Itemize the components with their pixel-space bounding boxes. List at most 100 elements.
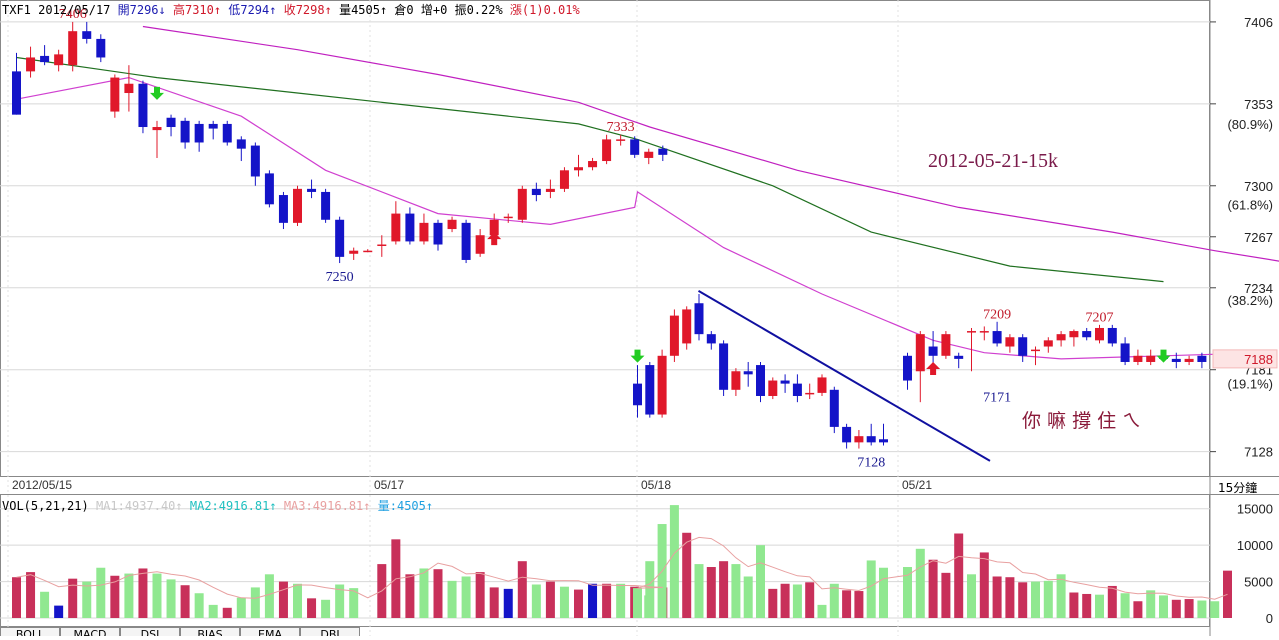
header-stat-8: 漲(1)0.01%: [509, 3, 580, 17]
volume-bar: [842, 590, 852, 618]
header-stat-6: 增+0: [420, 3, 455, 17]
price-tick-label: 7234: [1244, 281, 1273, 296]
volume-bar: [278, 581, 288, 618]
candle-body: [602, 139, 612, 162]
candle-body: [222, 123, 232, 143]
candle-body: [489, 219, 499, 236]
volume-bar: [124, 573, 134, 618]
candle-body: [335, 219, 345, 257]
candle-body: [447, 219, 457, 230]
volume-bar: [531, 584, 541, 618]
candle-body: [1107, 327, 1117, 344]
price-tick-label: 7267: [1244, 230, 1273, 245]
candle-body: [82, 31, 92, 39]
fib-level-label: (38.2%): [1227, 293, 1273, 308]
tab-ema[interactable]: EMA: [240, 627, 300, 636]
sell-signal-arrow: [1156, 349, 1171, 363]
candle-body: [180, 120, 190, 143]
period-label[interactable]: 15分鐘: [1218, 481, 1258, 495]
tab-bias[interactable]: BIAS: [180, 627, 240, 636]
symbol-label: TXF1: [2, 3, 31, 17]
volume-bar: [1171, 599, 1181, 618]
candle-body: [307, 188, 317, 192]
tab-dbi[interactable]: DBI: [300, 627, 360, 636]
candle-body: [669, 315, 679, 356]
sell-signal-arrow: [630, 349, 645, 363]
candle-body: [1171, 358, 1181, 362]
candle-body: [349, 250, 359, 254]
volume-bar: [250, 587, 260, 618]
volume-bar: [208, 604, 218, 618]
header-stat-7: 振0.22%: [454, 3, 510, 17]
candle-body: [264, 173, 274, 205]
date-label: 05/17: [374, 478, 404, 492]
volume-bar: [1146, 590, 1156, 618]
candle-body: [1146, 355, 1156, 362]
volume-bar: [40, 591, 50, 618]
tab-boll[interactable]: BOLL: [0, 627, 60, 636]
volume-bar: [633, 588, 642, 618]
volume-bar: [1184, 599, 1194, 618]
candle-body: [743, 371, 753, 375]
date-label: 2012/05/17: [38, 3, 111, 17]
candle-body: [792, 383, 802, 396]
candle-body: [391, 213, 401, 242]
price-extreme-label: 7171: [983, 391, 1011, 406]
candle-body: [588, 161, 598, 168]
candle-body: [110, 77, 120, 112]
vol-indicator-label: VOL(5,21,21): [2, 499, 89, 513]
volume-bar: [138, 568, 148, 618]
volume-bar: [96, 567, 106, 618]
vol-ma1-label: MA1:4937.40↑: [95, 499, 183, 513]
candle-body: [817, 377, 827, 393]
candle-body: [1197, 355, 1207, 362]
volume-ma-line: [16, 536, 1228, 600]
volume-bar: [559, 586, 569, 618]
candle-body: [842, 426, 852, 443]
candle-body: [644, 151, 654, 158]
candle-body: [616, 139, 626, 141]
volume-bar: [817, 604, 827, 618]
volume-bar: [1197, 600, 1207, 618]
volume-bar: [645, 561, 655, 618]
candle-body: [829, 389, 839, 427]
candle-body: [719, 343, 729, 390]
volume-bar: [1005, 577, 1015, 618]
volume-bar: [588, 583, 598, 618]
last-price-box: [1212, 349, 1278, 369]
candle-body: [706, 334, 716, 344]
candle-body: [419, 222, 429, 242]
volume-bar: [26, 572, 36, 618]
volume-bar: [321, 599, 331, 618]
volume-bar: [731, 564, 741, 618]
volume-header: VOL(5,21,21) MA1:4937.40↑ MA2:4916.81↑ M…: [2, 497, 433, 514]
volume-bar: [264, 574, 274, 618]
volume-tick-label: 5000: [1244, 575, 1273, 590]
candle-body: [805, 392, 815, 395]
candle-body: [645, 365, 655, 415]
tab-macd[interactable]: MACD: [60, 627, 120, 636]
volume-bar: [967, 574, 976, 618]
volume-bar: [866, 560, 876, 618]
candle-body: [377, 244, 387, 247]
volume-bar: [756, 545, 765, 618]
tab-dsi[interactable]: DSI: [120, 627, 180, 636]
volume-bar: [694, 564, 704, 618]
volume-bar: [616, 583, 626, 618]
volume-bar: [349, 588, 359, 618]
volume-bar: [194, 593, 204, 618]
volume-bar: [706, 567, 716, 618]
volume-bar: [780, 583, 790, 618]
price-header: TXF1 2012/05/17 開7296↓ 高7310↑ 低7294↑ 收72…: [2, 1, 580, 18]
candle-body: [96, 38, 106, 58]
volume-bar: [68, 578, 78, 618]
candle-body: [1184, 358, 1194, 362]
fib-level-label: (80.9%): [1227, 117, 1273, 132]
volume-bar: [992, 576, 1002, 618]
candle-body: [278, 195, 288, 223]
candle-body: [503, 216, 513, 219]
candle-body: [967, 331, 976, 333]
chart-date-annotation: 2012-05-21-15k: [928, 150, 1058, 172]
candle-body: [531, 188, 541, 196]
volume-bar: [854, 591, 864, 618]
